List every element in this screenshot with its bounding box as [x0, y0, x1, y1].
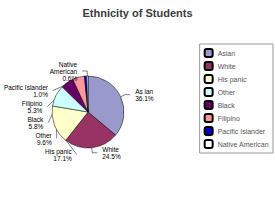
svg-text:9.6%: 9.6%: [37, 139, 52, 146]
svg-text:1.0%: 1.0%: [33, 91, 48, 98]
svg-text:17.1%: 17.1%: [53, 155, 72, 162]
svg-text:Asian: Asian: [218, 50, 236, 57]
svg-text:Ethnicity of Students: Ethnicity of Students: [83, 7, 193, 19]
svg-text:24.5%: 24.5%: [102, 153, 121, 160]
svg-text:Other: Other: [218, 89, 236, 96]
svg-text:Filipino: Filipino: [21, 99, 43, 107]
svg-text:As ian: As ian: [135, 88, 153, 95]
svg-text:His panic: His panic: [45, 147, 72, 155]
svg-text:Native American: Native American: [218, 141, 269, 148]
svg-text:0.6%: 0.6%: [62, 75, 77, 82]
svg-text:Black: Black: [27, 116, 44, 123]
svg-text:36.1%: 36.1%: [135, 95, 154, 102]
svg-text:Pacific Islander: Pacific Islander: [218, 128, 266, 135]
svg-text:Native: Native: [59, 61, 78, 68]
svg-text:White: White: [218, 63, 236, 70]
svg-text:American: American: [50, 68, 78, 75]
svg-text:His panic: His panic: [218, 76, 247, 84]
svg-text:5.3%: 5.3%: [28, 107, 43, 114]
svg-text:Filipino: Filipino: [218, 115, 240, 123]
svg-text:Black: Black: [218, 102, 236, 109]
svg-text:Other: Other: [35, 132, 52, 139]
svg-text:5.8%: 5.8%: [29, 123, 44, 130]
svg-text:White: White: [102, 146, 119, 153]
svg-text:Pacific Islander: Pacific Islander: [4, 84, 49, 91]
